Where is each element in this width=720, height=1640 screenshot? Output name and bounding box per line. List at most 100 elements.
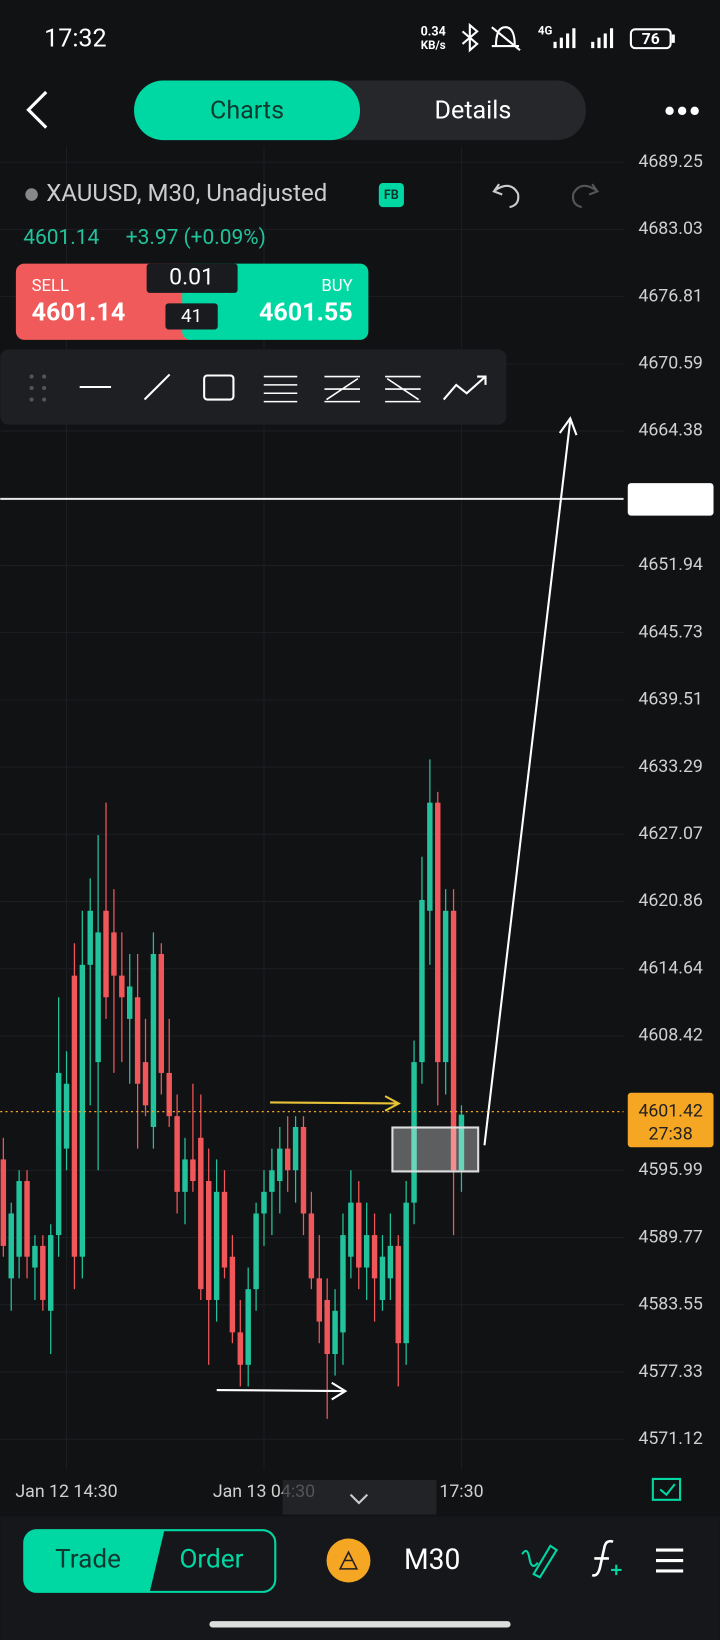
net-unit: KB/s — [421, 38, 446, 52]
candle-body — [142, 1062, 149, 1106]
lot-box[interactable] — [146, 263, 238, 293]
tool-rect[interactable] — [203, 374, 235, 401]
candle-body — [111, 932, 117, 976]
candle-body — [332, 1310, 338, 1355]
tool-fib[interactable] — [263, 375, 298, 403]
yellow-arrow — [270, 1101, 398, 1105]
y-tick-label: 4633.29 — [638, 757, 703, 777]
candle-body — [411, 1062, 417, 1203]
candle-body — [103, 910, 109, 998]
candle-body — [8, 1213, 14, 1279]
back-button[interactable] — [26, 90, 48, 129]
trend-arrow — [483, 420, 572, 1146]
candle-body — [419, 899, 425, 1063]
y-tick-label: 4620.86 — [638, 891, 703, 911]
candle-body — [55, 1072, 62, 1236]
horizontal-line-tag — [627, 483, 714, 516]
collapse-handle — [282, 1479, 437, 1515]
candle-body — [221, 1191, 228, 1268]
candle-body — [237, 1332, 244, 1365]
candle-body — [40, 1245, 46, 1300]
buy-label: BUY — [321, 276, 352, 296]
candle-body — [371, 1235, 378, 1279]
candle-body — [213, 1191, 220, 1300]
candle-body — [356, 1202, 362, 1268]
tab-active[interactable] — [134, 80, 360, 141]
current-price: 4601.42 — [638, 1101, 703, 1121]
timeframe[interactable]: M30 — [404, 1543, 460, 1576]
sell-price: 4601.14 — [32, 298, 126, 327]
candle-body — [245, 1289, 251, 1365]
symbol-name[interactable]: XAUUSD, M30, Unadjusted — [46, 179, 327, 207]
buy-price: 4601.55 — [259, 298, 353, 327]
x-tick-label: 17:30 — [439, 1482, 483, 1502]
candle-body — [205, 1181, 212, 1300]
tab-charts[interactable]: Charts — [210, 97, 284, 126]
lot-size[interactable]: 0.01 — [169, 263, 214, 290]
redo-button[interactable] — [571, 183, 600, 209]
tool-trendline[interactable] — [143, 373, 171, 401]
tool-polyline[interactable] — [442, 375, 487, 401]
candle-body — [126, 986, 133, 1019]
candle-body — [150, 954, 157, 1127]
status-dot — [25, 188, 38, 201]
net-speed: 0.34 — [421, 25, 446, 40]
indicator-plus — [611, 1564, 622, 1576]
more-button[interactable] — [665, 106, 699, 116]
y-tick-label: 4664.38 — [638, 421, 703, 441]
order-tab[interactable]: Order — [179, 1544, 243, 1574]
candle-body — [379, 1256, 386, 1300]
yellow-arrowhead — [384, 1095, 401, 1112]
candle-body — [166, 1072, 172, 1117]
y-tick-label: 4589.77 — [638, 1227, 703, 1247]
spread: 41 — [181, 305, 202, 327]
divider — [190, 263, 192, 340]
battery — [629, 28, 672, 50]
y-tick-label: 4577.33 — [638, 1362, 703, 1382]
tool-channel[interactable] — [324, 375, 360, 403]
zone-rectangle[interactable] — [391, 1126, 480, 1173]
y-tick-label: 4627.07 — [638, 824, 703, 844]
candle-body — [284, 1148, 291, 1171]
badge: FB — [384, 188, 399, 203]
trade-tab[interactable]: Trade — [55, 1544, 121, 1574]
current-price-tag — [627, 1092, 714, 1148]
y-tick-label: 4608.42 — [638, 1026, 703, 1046]
candle-body — [16, 1181, 22, 1257]
candle-body — [308, 1213, 315, 1279]
candle-body — [32, 1245, 38, 1268]
candle-body — [363, 1235, 370, 1268]
y-tick-label: 4645.73 — [638, 622, 703, 642]
candle-body — [269, 1170, 275, 1192]
candle-body — [442, 910, 449, 1063]
tool-channel-2[interactable] — [385, 375, 421, 403]
draw-toolbar — [0, 349, 507, 425]
indicator-button[interactable] — [591, 1539, 614, 1577]
tab-details[interactable]: Details — [435, 97, 512, 126]
candle-body — [48, 1235, 54, 1311]
badge-bg — [378, 183, 404, 208]
draw-button[interactable] — [521, 1544, 559, 1579]
undo-button[interactable] — [492, 183, 520, 209]
last-price: 4601.14 — [23, 226, 99, 250]
candle-body — [316, 1278, 323, 1322]
candle-body — [450, 910, 457, 1171]
menu-button[interactable] — [655, 1548, 684, 1573]
candle-body — [387, 1245, 394, 1279]
candle-body — [435, 802, 441, 1063]
trend-arrowhead — [558, 416, 578, 436]
y-tick-label: 4670.59 — [638, 354, 703, 374]
spread-box — [165, 303, 218, 330]
candle-body — [253, 1213, 259, 1290]
mute-icon — [491, 26, 521, 52]
candle-body — [190, 1159, 196, 1182]
white-arrowhead — [331, 1381, 348, 1401]
candle-body — [79, 964, 86, 1257]
candle-body — [0, 1159, 7, 1246]
candle-body — [300, 1126, 307, 1214]
candle-body — [71, 975, 78, 1257]
candle-body — [458, 1114, 465, 1171]
candle-body — [324, 1299, 330, 1355]
